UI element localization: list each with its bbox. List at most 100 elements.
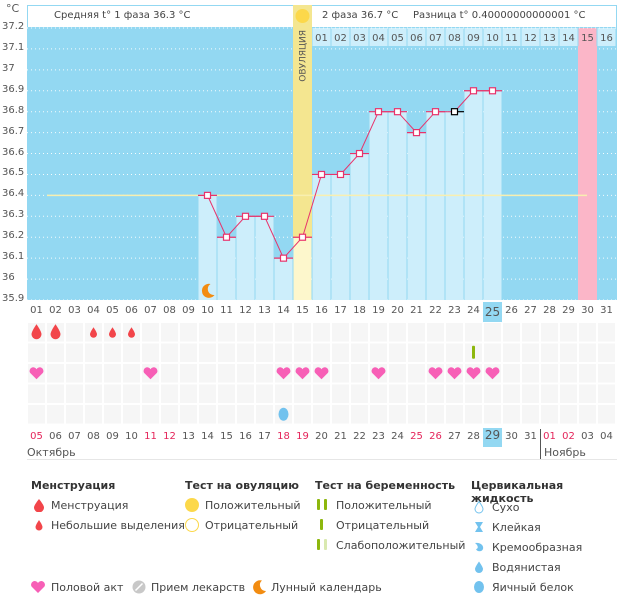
cycle-day-label[interactable]: 28 — [543, 305, 556, 316]
cycle-day-label[interactable]: 13 — [258, 305, 271, 316]
calendar-date-label[interactable]: 25 — [410, 431, 423, 442]
calendar-date-label[interactable]: 18 — [277, 431, 290, 442]
phase2-day-label: 11 — [505, 33, 518, 44]
calendar-date-label[interactable]: 11 — [144, 431, 157, 442]
expected-menstruation-band — [578, 46, 597, 300]
marker-cell — [66, 343, 83, 362]
marker-cell — [104, 343, 121, 362]
marker-cell — [370, 323, 387, 342]
marker-cell — [199, 364, 216, 383]
marker-cell — [541, 405, 558, 424]
calendar-date-label[interactable]: 10 — [125, 431, 138, 442]
marker-cell — [389, 364, 406, 383]
cycle-day-label[interactable]: 07 — [144, 305, 157, 316]
cycle-day-label[interactable]: 01 — [30, 305, 43, 316]
calendar-date-label[interactable]: 28 — [467, 431, 480, 442]
marker-cell — [484, 343, 501, 362]
cycle-day-label[interactable]: 14 — [277, 305, 290, 316]
cycle-day-label[interactable]: 15 — [296, 305, 309, 316]
cycle-day-label[interactable]: 05 — [106, 305, 119, 316]
cycle-day-label[interactable]: 27 — [524, 305, 537, 316]
marker-cell — [85, 364, 102, 383]
marker-cell — [161, 384, 178, 403]
cycle-day-label[interactable]: 19 — [372, 305, 385, 316]
cycle-day-label[interactable]: 20 — [391, 305, 404, 316]
calendar-date-label[interactable]: 01 — [543, 431, 556, 442]
calendar-date-label[interactable]: 21 — [334, 431, 347, 442]
cycle-day-label[interactable]: 23 — [448, 305, 461, 316]
cycle-day-label[interactable]: 08 — [163, 305, 176, 316]
cycle-day-label[interactable]: 10 — [201, 305, 214, 316]
intercourse-heart-icon — [466, 367, 481, 380]
marker-cell — [180, 405, 197, 424]
marker-cell — [351, 405, 368, 424]
calendar-date-label[interactable]: 16 — [239, 431, 252, 442]
phase2-day-cell — [483, 28, 502, 46]
cycle-day-label[interactable]: 09 — [182, 305, 195, 316]
marker-cell — [541, 364, 558, 383]
calendar-date-label[interactable]: 06 — [49, 431, 62, 442]
calendar-date-label[interactable]: 19 — [296, 431, 309, 442]
cycle-day-label[interactable]: 03 — [68, 305, 81, 316]
calendar-date-label[interactable]: 08 — [87, 431, 100, 442]
cycle-day-label[interactable]: 26 — [505, 305, 518, 316]
cycle-day-label[interactable]: 24 — [467, 305, 480, 316]
calendar-date-label[interactable]: 09 — [106, 431, 119, 442]
cycle-day-label[interactable]: 29 — [562, 305, 575, 316]
marker-cell — [408, 323, 425, 342]
calendar-date-label[interactable]: 02 — [562, 431, 575, 442]
calendar-date-label[interactable]: 04 — [600, 431, 613, 442]
calendar-date-label[interactable]: 14 — [201, 431, 214, 442]
calendar-date-label[interactable]: 05 — [30, 431, 43, 442]
calendar-date-label[interactable]: 15 — [220, 431, 233, 442]
marker-cell — [123, 405, 140, 424]
marker-cell — [66, 384, 83, 403]
cycle-day-label[interactable]: 04 — [87, 305, 100, 316]
calendar-date-label[interactable]: 31 — [524, 431, 537, 442]
phase2-day-label: 14 — [562, 33, 575, 44]
today-cycle-day[interactable]: 25 — [483, 302, 502, 322]
menstruation-drop-icon — [31, 324, 42, 340]
calendar-date-label[interactable]: 26 — [429, 431, 442, 442]
cycle-day-label[interactable]: 30 — [581, 305, 594, 316]
calendar-date-label[interactable]: 13 — [182, 431, 195, 442]
cycle-day-label[interactable]: 11 — [220, 305, 233, 316]
marker-cell — [598, 343, 615, 362]
cycle-day-label[interactable]: 21 — [410, 305, 423, 316]
cycle-day-label[interactable]: 18 — [353, 305, 366, 316]
cycle-day-label[interactable]: 31 — [600, 305, 613, 316]
calendar-date-label[interactable]: 24 — [391, 431, 404, 442]
temperature-point — [488, 87, 497, 95]
calendar-date-label[interactable]: 12 — [163, 431, 176, 442]
calendar-date-label[interactable]: 20 — [315, 431, 328, 442]
phase2-day-cell — [578, 28, 597, 46]
marker-cell — [503, 405, 520, 424]
marker-cell — [218, 384, 235, 403]
calendar-date-label[interactable]: 22 — [353, 431, 366, 442]
cycle-day-label[interactable]: 22 — [429, 305, 442, 316]
marker-cell — [446, 323, 463, 342]
marker-cell — [541, 384, 558, 403]
calendar-date-label[interactable]: 03 — [581, 431, 594, 442]
spotting-drop-icon — [128, 327, 135, 338]
calendar-date-label[interactable]: 30 — [505, 431, 518, 442]
calendar-date-label[interactable]: 23 — [372, 431, 385, 442]
phase2-day-label: 01 — [315, 33, 328, 44]
month-separator — [540, 429, 541, 459]
calendar-date-label[interactable]: 07 — [68, 431, 81, 442]
cycle-day-label[interactable]: 02 — [49, 305, 62, 316]
calendar-date-label[interactable]: 17 — [258, 431, 271, 442]
cycle-day-label[interactable]: 06 — [125, 305, 138, 316]
cycle-day-label[interactable]: 17 — [334, 305, 347, 316]
pregnancy-negative-icon — [320, 519, 323, 530]
legend-cervical-fluid-title: Цервикальная жидкость — [471, 479, 564, 505]
marker-cell — [522, 405, 539, 424]
phase2-day-label: 16 — [600, 33, 613, 44]
today-date[interactable]: 29 — [483, 428, 502, 447]
cycle-day-label[interactable]: 12 — [239, 305, 252, 316]
cycle-day-label[interactable]: 16 — [315, 305, 328, 316]
phase2-day-label: 15 — [581, 33, 594, 44]
phase2-day-cell — [426, 28, 445, 46]
calendar-date-label[interactable]: 27 — [448, 431, 461, 442]
marker-cell — [218, 343, 235, 362]
